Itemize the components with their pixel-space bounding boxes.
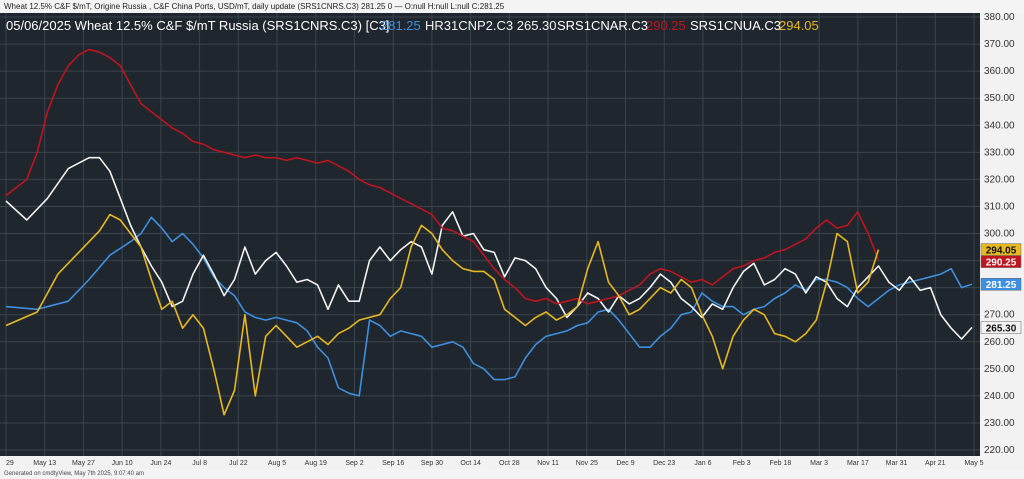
last-value-tag-label: 290.25 [986, 258, 1017, 269]
x-tick-label: May 13 [33, 460, 56, 467]
y-axis: 380.00 370.00 360.00 350.00 340.00 330.00 320.… [984, 12, 1015, 456]
x-tick-label: 29 [6, 460, 14, 467]
legend: 05/06/2025 Wheat 12.5% C&F $/mT Russia (… [6, 18, 819, 33]
legend-red-value: 290.25 [646, 18, 686, 33]
y-tick-label: 220.00 [984, 445, 1015, 456]
x-tick-label: Dec 9 [616, 460, 634, 467]
y-tick-label: 330.00 [984, 147, 1015, 158]
y-tick-label: 300.00 [984, 229, 1015, 240]
y-tick-label: 270.00 [984, 310, 1015, 321]
symbol-info-line: Wheat 12.5% C&F $/mT, Origine Russia , C… [0, 0, 1024, 13]
last-value-tag-label: 281.25 [986, 280, 1017, 291]
y-tick-label: 380.00 [984, 12, 1015, 23]
x-tick-label: Mar 31 [886, 460, 908, 467]
legend-blue-value: 281.25 [381, 18, 421, 33]
legend-yellow-value: 294.05 [779, 18, 819, 33]
x-tick-label: Jun 24 [150, 460, 171, 467]
x-tick-label: Nov 25 [576, 460, 598, 467]
x-tick-label: Sep 30 [421, 460, 443, 467]
x-tick-label: Jul 8 [192, 460, 207, 467]
x-tick-label: Aug 19 [305, 460, 327, 467]
x-tick-label: Dec 23 [653, 460, 675, 467]
last-value-tag-label: 294.05 [986, 246, 1017, 257]
legend-white-series: HR31CNP2.C3 265.30 [425, 18, 557, 33]
x-axis: 29 May 13 May 27 Jun 10 Jun 24 Jul 8 Jul 22 Aug… [6, 460, 984, 467]
y-tick-label: 240.00 [984, 391, 1015, 402]
plot-background [0, 13, 980, 456]
legend-red-series: SRS1CNAR.C3 [557, 18, 648, 33]
x-tick-label: Sep 16 [382, 460, 404, 467]
y-tick-label: 360.00 [984, 66, 1015, 77]
x-tick-label: Jul 22 [229, 460, 248, 467]
x-tick-label: Oct 28 [499, 460, 520, 467]
y-tick-label: 320.00 [984, 174, 1015, 185]
x-tick-label: Jun 10 [112, 460, 133, 467]
x-tick-label: May 27 [72, 460, 95, 467]
y-tick-label: 370.00 [984, 39, 1015, 50]
y-tick-label: 350.00 [984, 93, 1015, 104]
y-tick-label: 260.00 [984, 337, 1015, 348]
legend-title: 05/06/2025 Wheat 12.5% C&F $/mT Russia (… [6, 18, 389, 33]
series-line-hr31cnp2-c3[interactable] [5, 156, 973, 340]
x-tick-label: Jan 6 [694, 460, 711, 467]
series-line-srs1cnar-c3[interactable] [5, 48, 880, 305]
x-tick-label: Feb 18 [770, 460, 792, 467]
y-axis-panel [980, 13, 1024, 456]
x-tick-label: Feb 3 [733, 460, 751, 467]
x-axis-panel [0, 456, 1024, 469]
x-tick-label: May 5 [964, 460, 983, 467]
series-line-srs1cnua-c3[interactable] [5, 213, 880, 416]
x-tick-label: Oct 14 [460, 460, 481, 467]
x-tick-label: Nov 11 [537, 460, 559, 467]
x-tick-label: Apr 21 [925, 460, 946, 467]
y-tick-label: 230.00 [984, 418, 1015, 429]
x-tick-label: Mar 3 [810, 460, 828, 467]
last-value-tag [980, 255, 1022, 268]
legend-yellow-series: SRS1CNUA.C3 [690, 18, 781, 33]
y-tick-label: 310.00 [984, 201, 1015, 212]
last-value-tag [980, 277, 1022, 291]
generated-note: Generated on cmdtyView, May 7th 2025, 9:… [0, 469, 1024, 479]
last-value-tag-label: 265.30 [986, 323, 1017, 334]
y-tick-label: 250.00 [984, 364, 1015, 375]
x-tick-label: Mar 17 [847, 460, 869, 467]
x-tick-label: Sep 2 [345, 460, 363, 467]
grid-lines [0, 13, 980, 456]
x-tick-label: Aug 5 [268, 460, 286, 467]
series-lines [5, 48, 973, 416]
last-value-tag [980, 321, 1022, 334]
y-tick-label: 340.00 [984, 120, 1015, 131]
